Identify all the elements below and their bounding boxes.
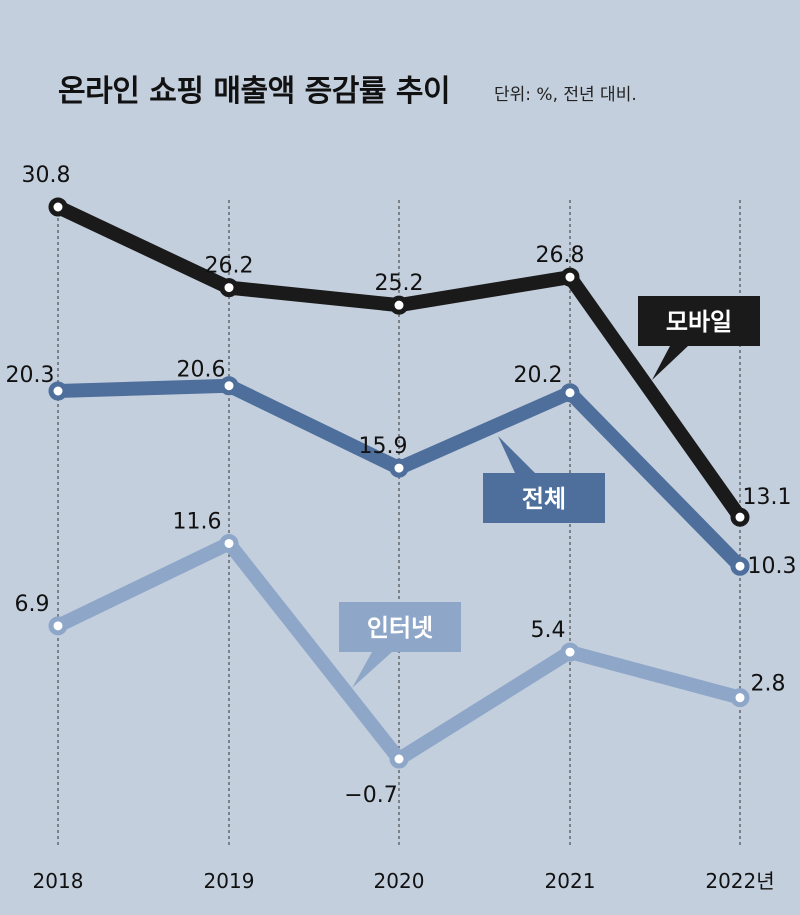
callout-pointer	[652, 346, 688, 380]
data-point	[560, 642, 580, 662]
x-tick-label: 2022년	[705, 869, 774, 893]
data-point	[389, 458, 409, 478]
data-point	[389, 295, 409, 315]
data-point	[219, 376, 239, 396]
legend-box-인터넷	[339, 602, 461, 652]
data-label: 11.6	[173, 509, 222, 534]
legend-box-전체	[483, 473, 605, 523]
legend-label: 전체	[522, 485, 566, 513]
data-label: 26.2	[205, 254, 254, 279]
data-label: 26.8	[536, 243, 585, 268]
x-tick-label: 2021	[545, 869, 596, 893]
data-label: 20.2	[514, 363, 563, 388]
x-tick-label: 2020	[374, 869, 425, 893]
chart-title: 온라인 쇼핑 매출액 증감률 추이	[58, 74, 451, 109]
data-label: −0.7	[344, 783, 397, 808]
data-point	[560, 383, 580, 403]
data-point	[730, 507, 750, 527]
data-point	[219, 533, 239, 553]
data-point	[389, 749, 409, 769]
data-point	[219, 278, 239, 298]
data-label: 30.8	[22, 163, 71, 188]
data-label: 20.3	[6, 363, 55, 388]
data-label: 20.6	[177, 358, 226, 383]
legend-box-모바일	[638, 296, 760, 346]
data-label: 13.1	[743, 485, 792, 510]
data-label: 2.8	[751, 672, 786, 697]
data-point	[730, 556, 750, 576]
x-tick-label: 2018	[33, 869, 84, 893]
unit-note: 단위: %, 전년 대비.	[494, 85, 637, 105]
data-point	[560, 267, 580, 287]
data-label: 6.9	[15, 592, 50, 617]
data-point	[730, 688, 750, 708]
data-point	[48, 381, 68, 401]
legend-label: 모바일	[666, 308, 732, 336]
callout-pointer	[498, 436, 535, 473]
data-point	[48, 616, 68, 636]
data-label: 25.2	[375, 271, 424, 296]
x-tick-label: 2019	[204, 869, 255, 893]
data-label: 5.4	[531, 618, 566, 643]
data-label: 10.3	[748, 554, 797, 579]
legend-label: 인터넷	[367, 614, 433, 642]
callout-pointer	[352, 652, 392, 688]
data-label: 15.9	[359, 434, 408, 459]
data-point	[48, 197, 68, 217]
